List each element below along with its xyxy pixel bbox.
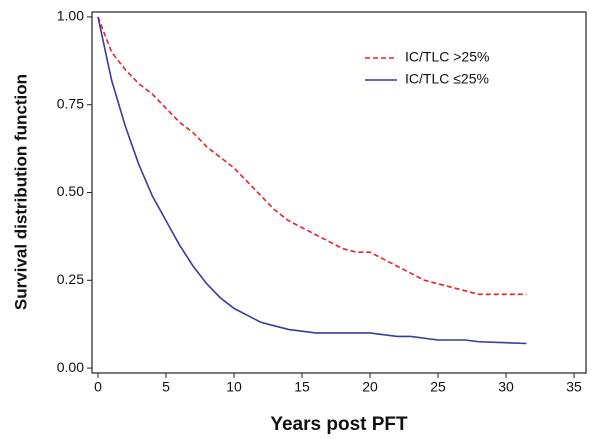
survival-line — [97, 16, 527, 296]
plot-frame — [91, 11, 587, 374]
x-tick-label: 15 — [294, 379, 310, 395]
y-tick-label: 0.00 — [57, 359, 84, 375]
x-tick-label: 25 — [430, 379, 446, 395]
y-tick-label: 1.00 — [57, 8, 84, 24]
x-tick-label: 0 — [94, 379, 102, 395]
legend-label: IC/TLC ≤25% — [405, 71, 489, 87]
legend-label: IC/TLC >25% — [405, 49, 489, 65]
x-tick-label: 5 — [162, 379, 170, 395]
y-axis-title: Survival distribution function — [11, 74, 30, 310]
x-tick-label: 30 — [498, 379, 514, 395]
x-tick-label: 20 — [362, 379, 378, 395]
y-tick-label: 0.75 — [57, 95, 84, 111]
x-tick-label: 35 — [566, 379, 582, 395]
x-tick-label: 10 — [226, 379, 242, 395]
x-axis-title: Years post PFT — [270, 414, 408, 435]
y-tick-label: 0.50 — [57, 183, 84, 199]
y-tick-label: 0.25 — [57, 271, 84, 287]
survival-line — [97, 16, 527, 345]
